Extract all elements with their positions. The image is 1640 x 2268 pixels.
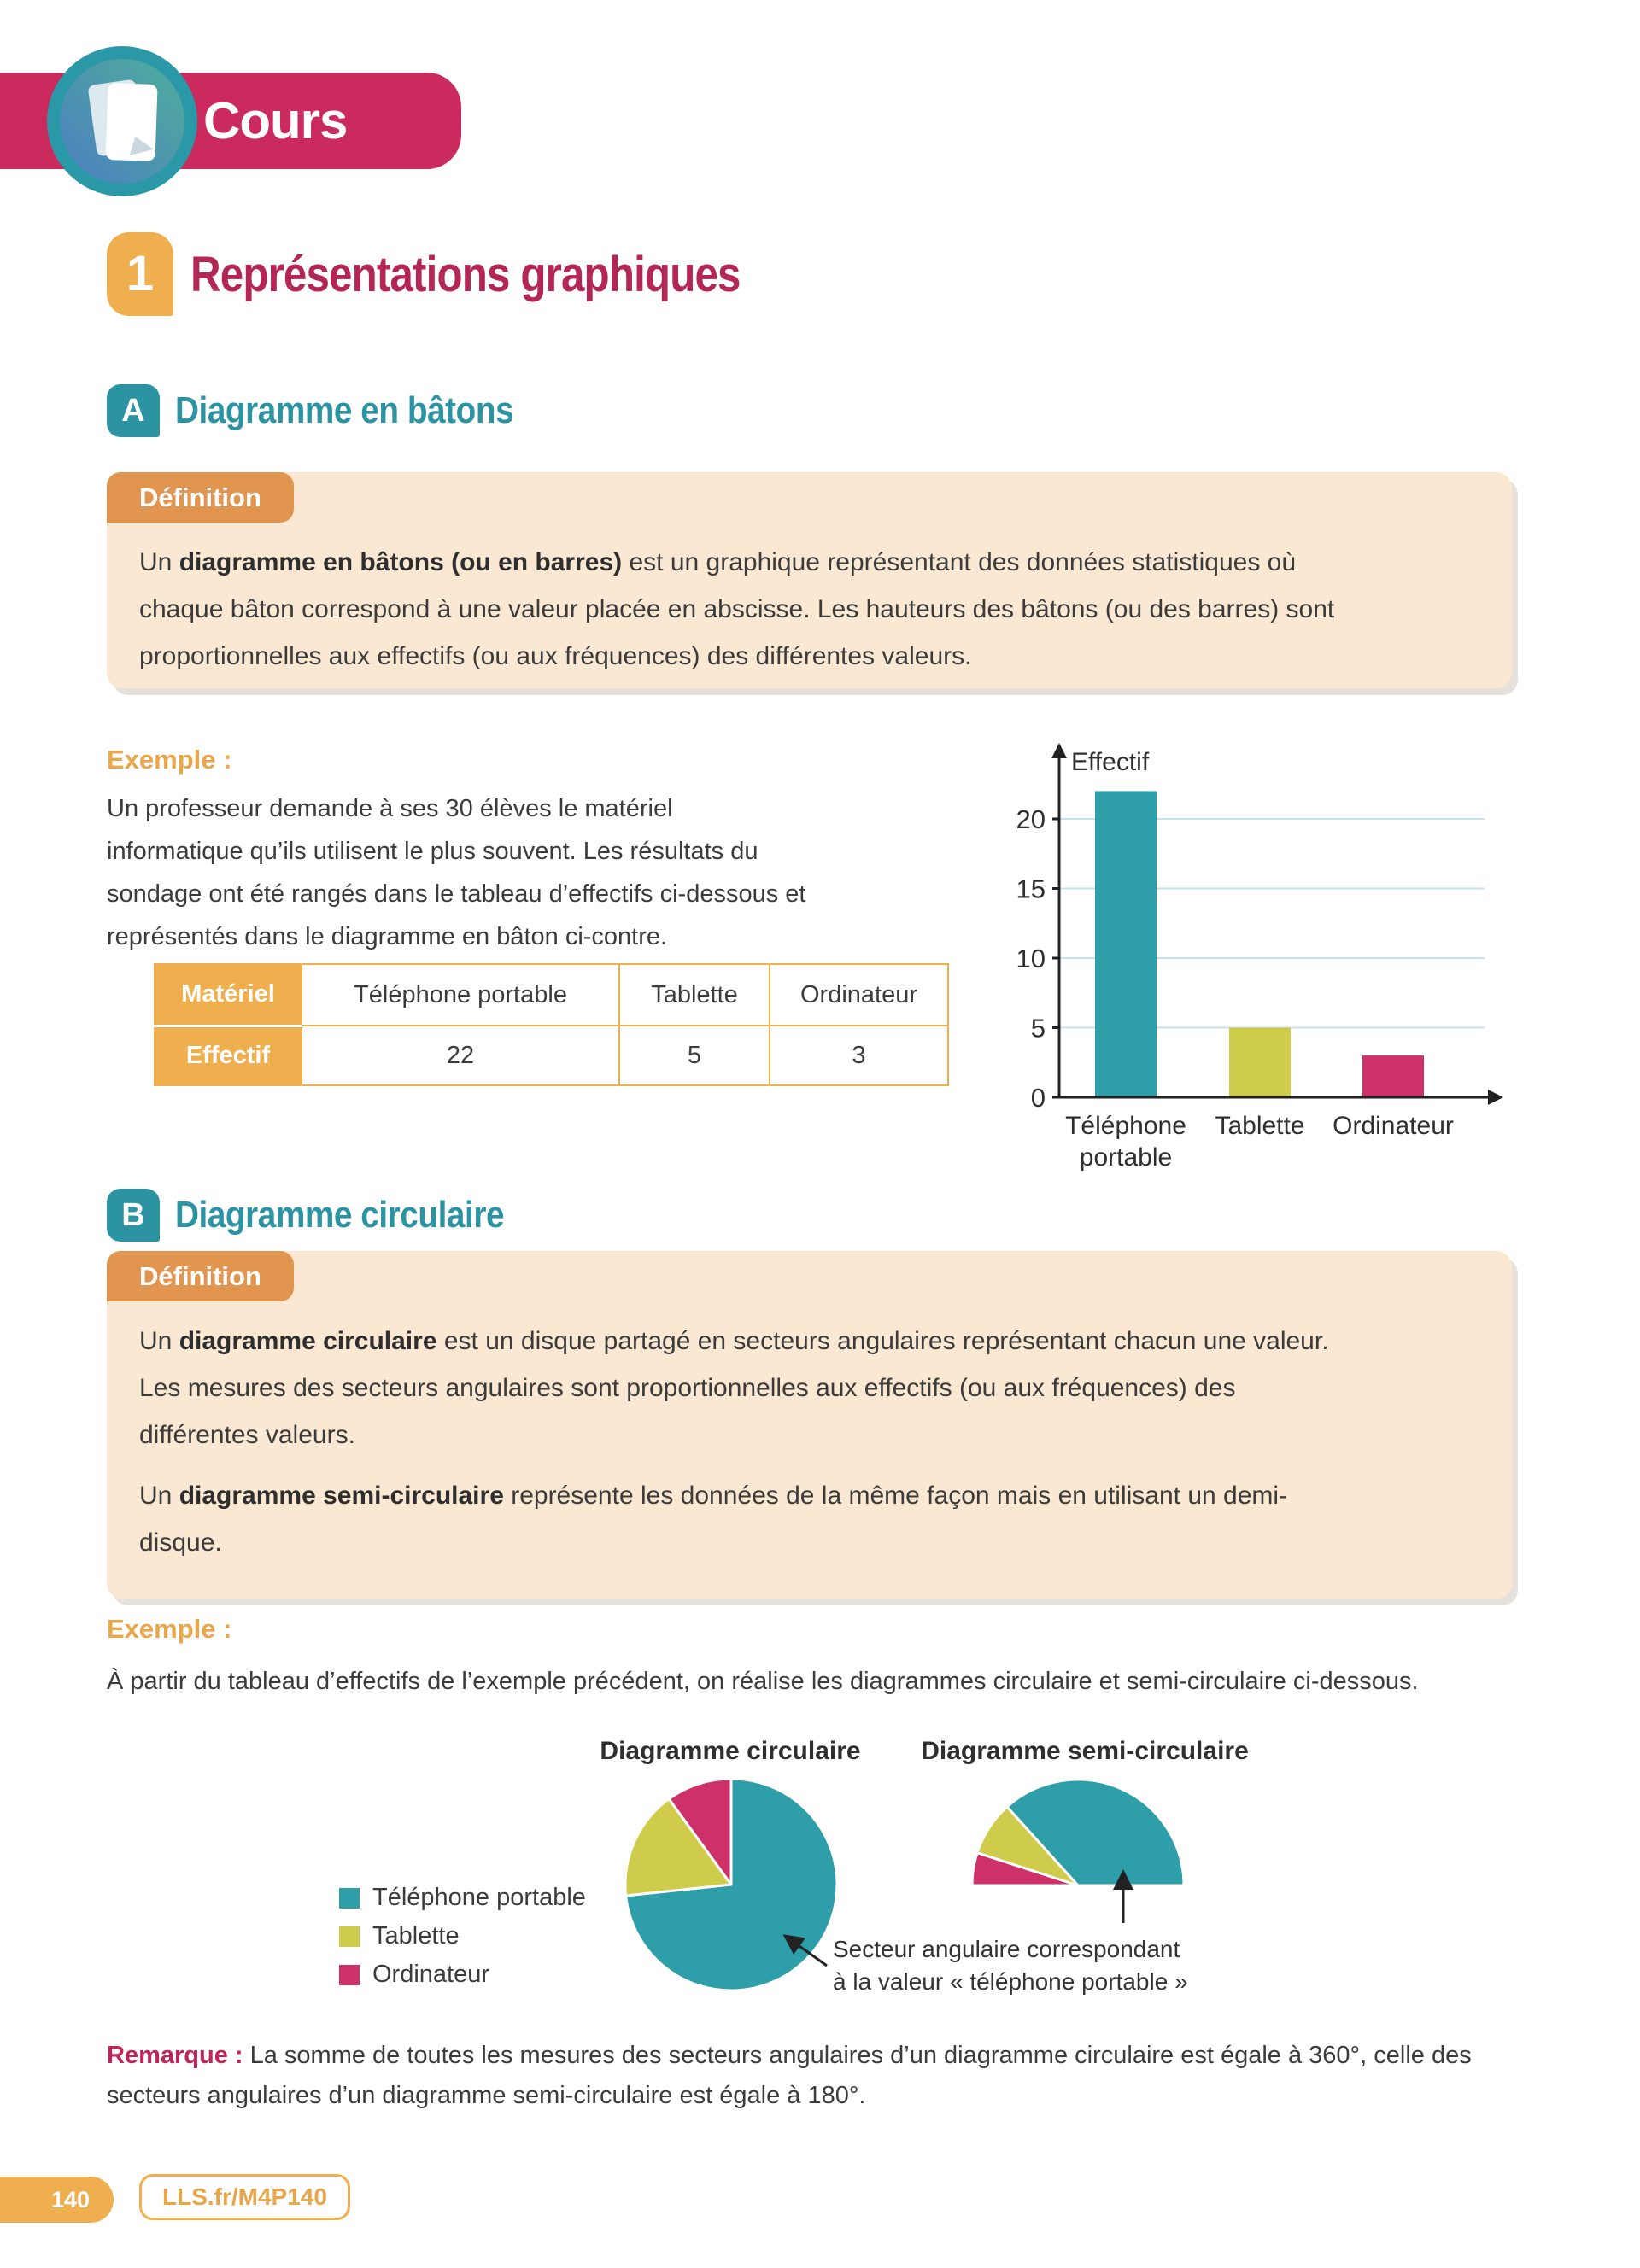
- table-row-header-effectif: Effectif: [154, 1025, 302, 1086]
- svg-text:0: 0: [1031, 1083, 1046, 1113]
- effectifs-table: Matériel Téléphone portable Tablette Ord…: [154, 963, 949, 1086]
- legend-item: Ordinateur: [339, 1955, 586, 1994]
- subsection-a-heading: A Diagramme en bâtons: [107, 384, 559, 437]
- section-number-badge: 1: [107, 232, 173, 316]
- pages-icon: [45, 44, 199, 202]
- definition-term: diagramme semi-circulaire: [179, 1482, 504, 1510]
- svg-text:Tablette: Tablette: [1215, 1112, 1304, 1140]
- definition-term: diagramme circulaire: [179, 1327, 437, 1355]
- table-cell: 3: [769, 1025, 949, 1086]
- example-a-label: Exemple :: [107, 745, 232, 775]
- example-b-label: Exemple :: [107, 1614, 232, 1644]
- svg-text:10: 10: [1016, 944, 1046, 973]
- annotation-line: Secteur angulaire correspondant: [833, 1936, 1180, 1962]
- table-cell: 22: [301, 1025, 620, 1086]
- lls-link[interactable]: LLS.fr/M4P140: [139, 2174, 350, 2220]
- example-b-text: À partir du tableau d’effectifs de l’exe…: [107, 1668, 1419, 1695]
- table-cell: 5: [618, 1025, 770, 1086]
- annotation-line: à la valeur « téléphone portable »: [833, 1968, 1188, 1995]
- definition-text: Un diagramme circulaire est un disque pa…: [139, 1318, 1335, 1580]
- subsection-b-badge: B: [107, 1189, 160, 1242]
- page-number: 140: [50, 2187, 90, 2212]
- annotation-arrows: [782, 1869, 1133, 1967]
- section-title: Représentations graphiques: [190, 246, 741, 302]
- definition-rest: est un graphique représentant des donnée…: [139, 548, 1335, 670]
- svg-text:Ordinateur: Ordinateur: [1332, 1112, 1454, 1140]
- definition-text: Un diagramme en bâtons (ou en barres) es…: [139, 539, 1335, 693]
- svg-text:Téléphone: Téléphone: [1065, 1112, 1186, 1140]
- subsection-a-badge: A: [107, 384, 160, 437]
- definition-tab: Définition: [107, 472, 294, 523]
- semi-pie-chart-title: Diagramme semi-circulaire: [921, 1737, 1249, 1765]
- cours-banner-title: Cours: [203, 92, 348, 149]
- definition-lead: Un: [139, 548, 179, 576]
- table-cell: Tablette: [618, 963, 770, 1026]
- subsection-b-title: Diagramme circulaire: [175, 1194, 505, 1236]
- legend-item: Téléphone portable: [339, 1879, 586, 1917]
- definition-rest: est un disque partagé en secteurs angula…: [139, 1327, 1329, 1449]
- definition-lead: Un: [139, 1482, 179, 1510]
- subsection-b-heading: B Diagramme circulaire: [107, 1189, 549, 1242]
- definition-tab: Définition: [107, 1251, 294, 1301]
- definition-lead: Un: [139, 1327, 179, 1355]
- definition-box-circulaire: Définition Un diagramme circulaire est u…: [107, 1251, 1512, 1599]
- section-1-heading: 1 Représentations graphiques: [107, 232, 837, 316]
- example-a-text: Un professeur demande à ses 30 élèves le…: [107, 795, 806, 950]
- table-cell: Téléphone portable: [301, 963, 620, 1026]
- definition-rest: représente les données de la même façon …: [139, 1482, 1288, 1557]
- legend-swatch-ordinateur: [339, 1964, 360, 1985]
- svg-text:15: 15: [1016, 874, 1046, 904]
- svg-text:portable: portable: [1080, 1143, 1172, 1172]
- legend-item: Tablette: [339, 1917, 586, 1955]
- legend-swatch-telephone: [339, 1887, 360, 1909]
- semi-pie-chart: [970, 1778, 1186, 1887]
- legend-label: Téléphone portable: [372, 1884, 586, 1911]
- svg-text:Effectif: Effectif: [1071, 748, 1150, 776]
- legend-label: Tablette: [372, 1922, 460, 1949]
- table-cell: Ordinateur: [769, 963, 949, 1026]
- chart-legend: Téléphone portable Tablette Ordinateur: [339, 1879, 586, 1994]
- table-row-header-materiel: Matériel: [154, 963, 302, 1027]
- svg-text:20: 20: [1016, 804, 1046, 834]
- svg-text:5: 5: [1031, 1014, 1046, 1043]
- definition-term: diagramme en bâtons (ou en barres): [179, 548, 623, 576]
- sector-annotation: Secteur angulaire correspondant à la val…: [833, 1933, 1188, 1998]
- pie-chart-title: Diagramme circulaire: [600, 1737, 861, 1765]
- page-number-pill: 140: [0, 2177, 114, 2223]
- bar-chart: 0 5 10 15 20 Effectif Téléphone portable Tablett…: [1016, 743, 1503, 1172]
- remark: Remarque : La somme de toutes les mesure…: [107, 2036, 1542, 2116]
- remark-label: Remarque :: [107, 2042, 243, 2069]
- definition-box-batons: Définition Un diagramme en bâtons (ou en…: [107, 472, 1512, 688]
- remark-text: La somme de toutes les mesures des secte…: [107, 2042, 1472, 2109]
- subsection-a-title: Diagramme en bâtons: [175, 389, 514, 431]
- legend-label: Ordinateur: [372, 1961, 490, 1988]
- legend-swatch-tablette: [339, 1926, 360, 1947]
